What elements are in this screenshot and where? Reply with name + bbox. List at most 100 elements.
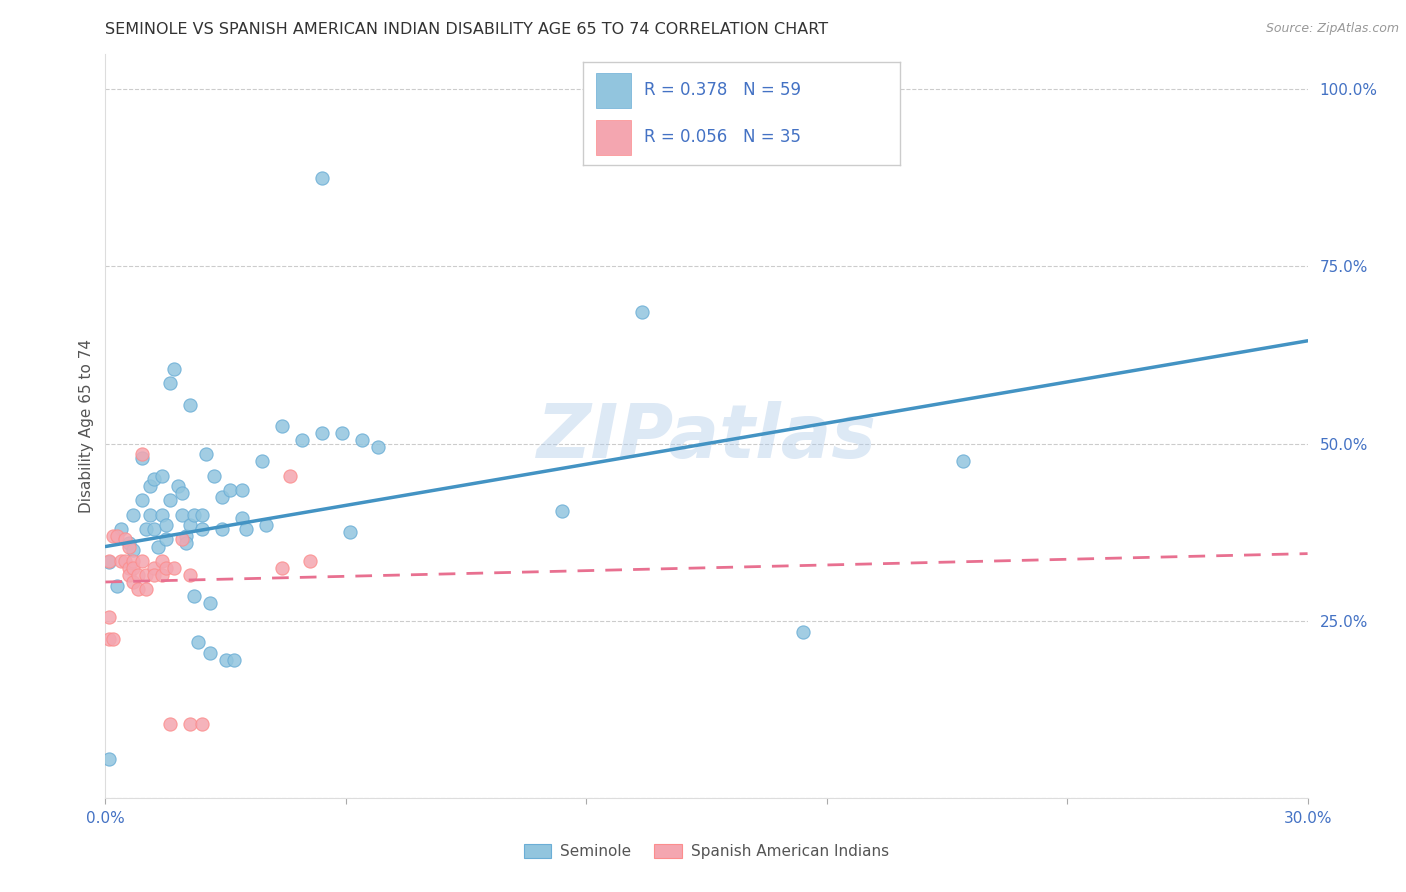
Point <box>135 582 157 596</box>
Point <box>250 454 273 468</box>
Point <box>150 468 173 483</box>
Point <box>202 468 225 483</box>
Point <box>150 554 173 568</box>
Point <box>98 554 121 568</box>
Point <box>131 493 153 508</box>
Text: ZIPatlas: ZIPatlas <box>537 401 876 474</box>
Point <box>330 425 353 440</box>
Point <box>235 522 257 536</box>
Point <box>179 568 201 582</box>
Point <box>107 578 129 592</box>
Point <box>142 568 165 582</box>
Point <box>122 561 145 575</box>
Point <box>122 554 145 568</box>
Point <box>146 540 169 554</box>
Point <box>122 543 145 558</box>
Point <box>367 440 389 454</box>
Point <box>150 508 173 522</box>
Point <box>339 525 361 540</box>
Bar <box>596 120 631 155</box>
Point <box>298 554 321 568</box>
Point <box>952 454 974 468</box>
Point <box>166 479 188 493</box>
Bar <box>596 73 631 108</box>
Point <box>138 508 160 522</box>
Point <box>131 554 153 568</box>
Point <box>231 483 253 497</box>
Point <box>311 425 333 440</box>
Point <box>98 752 121 766</box>
Point <box>142 561 165 575</box>
Point <box>291 433 314 447</box>
Point <box>174 536 197 550</box>
Point <box>118 540 141 554</box>
Point <box>155 533 177 547</box>
Point <box>198 596 221 610</box>
Point <box>170 508 193 522</box>
Point <box>190 522 212 536</box>
Legend: Seminole, Spanish American Indians: Seminole, Spanish American Indians <box>517 838 896 865</box>
Point <box>142 522 165 536</box>
Point <box>127 582 149 596</box>
Point <box>194 447 217 461</box>
Point <box>114 554 136 568</box>
Point <box>142 472 165 486</box>
Point <box>231 511 253 525</box>
Point <box>190 508 212 522</box>
Point <box>159 717 181 731</box>
Point <box>551 504 574 518</box>
Point <box>138 479 160 493</box>
Point <box>135 522 157 536</box>
Point <box>122 508 145 522</box>
Point <box>211 490 233 504</box>
Point <box>190 717 212 731</box>
Point <box>311 170 333 185</box>
Point <box>214 653 236 667</box>
Point <box>218 483 240 497</box>
Point <box>198 646 221 660</box>
Point <box>183 508 205 522</box>
Point <box>159 493 181 508</box>
Point <box>107 529 129 543</box>
Text: Source: ZipAtlas.com: Source: ZipAtlas.com <box>1265 22 1399 36</box>
Point <box>98 610 121 624</box>
Point <box>114 533 136 547</box>
Point <box>270 419 292 434</box>
Point <box>118 536 141 550</box>
Text: R = 0.056   N = 35: R = 0.056 N = 35 <box>644 128 800 146</box>
Point <box>170 533 193 547</box>
Point <box>179 518 201 533</box>
Point <box>131 450 153 465</box>
Point <box>631 305 654 319</box>
Point <box>110 554 132 568</box>
Point <box>98 555 121 569</box>
Point <box>103 632 125 646</box>
Point <box>122 574 145 589</box>
Point <box>170 486 193 500</box>
Point <box>103 529 125 543</box>
Point <box>179 717 201 731</box>
Point <box>118 561 141 575</box>
Point <box>162 362 184 376</box>
Point <box>187 635 209 649</box>
Point <box>131 447 153 461</box>
Point <box>278 468 301 483</box>
Point <box>135 568 157 582</box>
Point <box>174 529 197 543</box>
Text: SEMINOLE VS SPANISH AMERICAN INDIAN DISABILITY AGE 65 TO 74 CORRELATION CHART: SEMINOLE VS SPANISH AMERICAN INDIAN DISA… <box>105 22 828 37</box>
Point <box>110 522 132 536</box>
Point <box>350 433 373 447</box>
Point <box>183 589 205 603</box>
Point <box>222 653 245 667</box>
Point <box>211 522 233 536</box>
Text: R = 0.378   N = 59: R = 0.378 N = 59 <box>644 81 800 99</box>
Point <box>127 568 149 582</box>
Point <box>162 561 184 575</box>
Point <box>179 398 201 412</box>
Point <box>155 561 177 575</box>
Y-axis label: Disability Age 65 to 74: Disability Age 65 to 74 <box>79 339 94 513</box>
Point <box>159 376 181 391</box>
Point <box>270 561 292 575</box>
Point <box>155 518 177 533</box>
Point <box>118 568 141 582</box>
